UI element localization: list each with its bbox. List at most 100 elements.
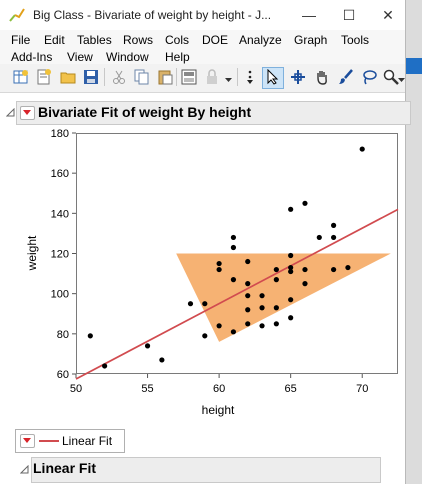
- red-triangle-menu-icon[interactable]: [20, 106, 35, 120]
- arrow-tool-icon[interactable]: [265, 69, 281, 85]
- data-point[interactable]: [345, 264, 351, 271]
- background-window-edge: [405, 0, 422, 484]
- data-point[interactable]: [245, 258, 251, 265]
- bivariate-scatterplot[interactable]: 60 80 100 120 140 160 180 50 55 60 65 70 height we…: [0, 0, 405, 484]
- minimize-button[interactable]: —: [302, 7, 316, 23]
- highlight-triangle: [176, 253, 391, 342]
- legend-line-swatch: [39, 440, 59, 442]
- data-point[interactable]: [245, 281, 251, 287]
- data-point[interactable]: [288, 206, 294, 212]
- menu-doe[interactable]: DOE: [202, 33, 229, 47]
- menu-file[interactable]: File: [11, 33, 31, 47]
- paste-icon[interactable]: [157, 69, 173, 85]
- data-point[interactable]: [259, 293, 265, 299]
- data-point[interactable]: [230, 277, 237, 283]
- window-title: Big Class - Bivariate of weight by heigh…: [33, 8, 272, 22]
- x-tick-label: 70: [356, 383, 368, 395]
- menu-tables[interactable]: Tables: [77, 33, 112, 47]
- data-point[interactable]: [202, 301, 208, 307]
- magnifier-icon[interactable]: [383, 69, 399, 85]
- save-icon[interactable]: [83, 69, 99, 85]
- legend-red-triangle-icon[interactable]: [20, 434, 35, 448]
- menu-window[interactable]: Window: [106, 50, 149, 64]
- close-button[interactable]: ✕: [382, 6, 394, 23]
- toolbar-separator: [104, 68, 105, 86]
- data-point[interactable]: [230, 244, 237, 251]
- background-window-selection: [405, 58, 422, 74]
- linear-fit-title: Linear Fit: [33, 460, 97, 476]
- bivariate-outline-header[interactable]: [16, 101, 411, 125]
- data-point[interactable]: [259, 323, 265, 329]
- selection-tool-icon[interactable]: [244, 69, 256, 85]
- data-point[interactable]: [302, 281, 308, 287]
- data-point[interactable]: [331, 234, 337, 241]
- data-point[interactable]: [230, 329, 237, 335]
- data-point[interactable]: [302, 200, 308, 206]
- cut-icon[interactable]: [111, 69, 127, 85]
- data-point[interactable]: [331, 222, 337, 228]
- toolbar-separator: [176, 68, 177, 86]
- maximize-button[interactable]: ☐: [342, 6, 356, 23]
- data-point[interactable]: [288, 264, 294, 271]
- x-axis: 50 55 60 65 70: [70, 374, 368, 395]
- menu-add-ins[interactable]: Add-Ins: [11, 50, 53, 64]
- data-point[interactable]: [187, 301, 194, 307]
- dropdown-icon[interactable]: [224, 69, 233, 85]
- data-point[interactable]: [359, 146, 365, 152]
- data-point[interactable]: [316, 234, 322, 241]
- data-point[interactable]: [273, 321, 279, 327]
- linear-fit-line[interactable]: [75, 208, 399, 380]
- grabber-hand-icon[interactable]: [314, 69, 330, 85]
- x-tick-label: 60: [213, 383, 225, 395]
- collapse-disclosure-icon[interactable]: [20, 465, 29, 474]
- lasso-icon[interactable]: [361, 69, 377, 85]
- data-point[interactable]: [273, 266, 279, 273]
- y-axis-label: weight: [25, 235, 39, 271]
- menu-cols[interactable]: Cols: [165, 33, 190, 47]
- data-point[interactable]: [159, 357, 165, 363]
- data-point[interactable]: [216, 266, 222, 273]
- menu-edit[interactable]: Edit: [44, 33, 65, 47]
- data-point[interactable]: [288, 252, 294, 259]
- data-point[interactable]: [216, 323, 222, 329]
- data-point[interactable]: [288, 268, 294, 275]
- menu-help[interactable]: Help: [165, 50, 190, 64]
- data-point[interactable]: [87, 333, 93, 339]
- jmp-app-icon: [9, 8, 25, 22]
- y-tick-label: 100: [51, 289, 69, 301]
- data-point[interactable]: [273, 277, 279, 283]
- menu-view[interactable]: View: [67, 50, 93, 64]
- menu-rows[interactable]: Rows: [123, 33, 154, 47]
- linear-fit-outline-header[interactable]: [31, 457, 381, 483]
- data-point[interactable]: [245, 321, 251, 327]
- data-point[interactable]: [288, 297, 294, 303]
- brush-icon[interactable]: [338, 69, 354, 85]
- data-point[interactable]: [230, 234, 237, 241]
- data-point[interactable]: [144, 343, 151, 349]
- data-point[interactable]: [302, 266, 308, 273]
- data-point[interactable]: [259, 305, 265, 311]
- open-icon[interactable]: [60, 69, 76, 85]
- lock-icon[interactable]: [204, 69, 220, 85]
- x-tick-label: 65: [285, 383, 297, 395]
- menu-graph[interactable]: Graph: [294, 33, 328, 47]
- data-point[interactable]: [273, 305, 279, 311]
- jmp-report-window: Big Class - Bivariate of weight by heigh…: [0, 0, 411, 484]
- crosshair-icon[interactable]: [290, 69, 306, 85]
- menu-analyze[interactable]: Analyze: [239, 33, 282, 47]
- overflow-icon[interactable]: [398, 69, 405, 85]
- data-point[interactable]: [331, 266, 337, 273]
- data-point[interactable]: [288, 315, 294, 321]
- y-tick-label: 60: [57, 369, 69, 381]
- new-data-table-icon[interactable]: [13, 69, 29, 85]
- data-point[interactable]: [202, 333, 208, 339]
- new-script-icon[interactable]: [36, 69, 52, 85]
- collapse-disclosure-icon[interactable]: [6, 108, 15, 117]
- copy-icon[interactable]: [134, 69, 150, 85]
- data-point[interactable]: [216, 260, 222, 267]
- data-point[interactable]: [102, 363, 108, 369]
- data-point[interactable]: [245, 293, 251, 299]
- menu-tools[interactable]: Tools: [341, 33, 370, 47]
- journal-icon[interactable]: [181, 69, 197, 85]
- data-point[interactable]: [245, 307, 251, 313]
